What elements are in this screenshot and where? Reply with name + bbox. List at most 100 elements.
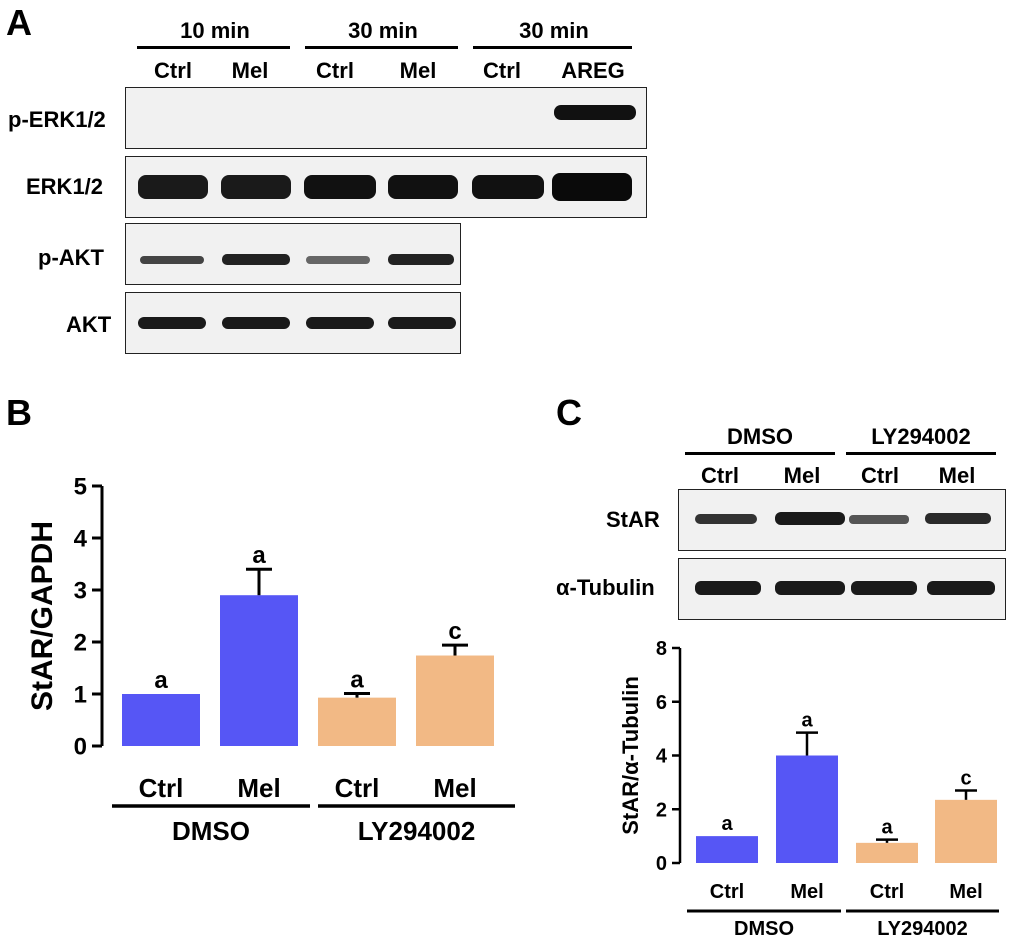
category-label: Ctrl	[710, 881, 744, 903]
group-header-30min: 30 min	[348, 18, 418, 43]
band	[925, 513, 991, 524]
lane-label: AREG	[561, 58, 625, 83]
bar	[856, 842, 918, 863]
group-header-10min: 10 min	[180, 18, 250, 43]
y-tick-label: 5	[74, 473, 87, 500]
group-underline	[846, 452, 996, 455]
band	[306, 256, 370, 264]
chart-b: 0 1 2 3 4 5 StAR/GAPDH a Ctrl a Mel a Ctrl c Mel DMSO LY…	[26, 473, 515, 846]
group-underline	[305, 46, 458, 49]
lane-label: Ctrl	[861, 463, 899, 488]
blot-p-erk	[125, 87, 647, 149]
significance-letter: c	[448, 618, 461, 645]
y-axis-label: StAR/α-Tubulin	[618, 676, 643, 835]
group-header-30min-areg: 30 min	[519, 18, 589, 43]
group-header-ly294002: LY294002	[871, 424, 971, 449]
group-underline	[473, 46, 632, 49]
y-tick-label: 0	[656, 853, 667, 875]
band	[552, 173, 632, 201]
y-tick-label: 4	[74, 525, 88, 552]
lane-label: Ctrl	[316, 58, 354, 83]
lane-label: Mel	[938, 463, 976, 488]
bar	[935, 799, 997, 863]
category-label: Mel	[949, 881, 982, 903]
category-label: Ctrl	[139, 773, 184, 803]
row-label-tubulin: α-Tubulin	[556, 575, 655, 600]
band	[388, 254, 454, 265]
row-label-p-erk: p-ERK1/2	[8, 107, 106, 132]
panel-b-letter: B	[6, 392, 32, 433]
group-header-dmso: DMSO	[727, 424, 793, 449]
band	[775, 512, 845, 525]
bar	[122, 694, 200, 746]
row-label-akt: AKT	[66, 312, 112, 337]
blot-tubulin	[678, 558, 1006, 620]
group-label: DMSO	[172, 816, 250, 846]
significance-letter: a	[801, 710, 813, 732]
y-tick-label: 1	[74, 681, 87, 708]
y-tick-label: 2	[74, 629, 87, 656]
band	[927, 581, 995, 595]
bar	[318, 697, 396, 746]
band	[695, 581, 761, 595]
band	[851, 581, 917, 595]
group-label: LY294002	[358, 816, 476, 846]
bar	[220, 595, 298, 746]
significance-letter: a	[350, 666, 364, 693]
significance-letter: a	[721, 813, 733, 835]
bar	[696, 836, 758, 863]
category-label: Ctrl	[335, 773, 380, 803]
y-tick-label: 3	[74, 577, 87, 604]
panel-a-letter: A	[6, 2, 32, 43]
band	[138, 317, 206, 329]
band	[221, 175, 291, 199]
band	[222, 317, 290, 329]
group-label: LY294002	[877, 918, 967, 940]
y-tick-label: 4	[656, 746, 668, 768]
y-axis-label: StAR/GAPDH	[26, 521, 59, 711]
significance-letter: c	[960, 767, 971, 789]
blot-p-akt	[125, 223, 461, 285]
group-underline	[685, 452, 835, 455]
blot-star	[678, 489, 1006, 551]
band	[304, 175, 376, 199]
y-tick-label: 2	[656, 799, 667, 821]
significance-letter: a	[252, 542, 266, 569]
band	[388, 317, 456, 329]
panel-c-letter: C	[556, 392, 582, 433]
significance-letter: a	[154, 667, 168, 694]
band	[222, 254, 290, 265]
y-tick-label: 6	[656, 692, 667, 714]
group-underline	[137, 46, 290, 49]
lane-label: Mel	[231, 58, 269, 83]
chart-c: 0 2 4 6 8 StAR/α-Tubulin a Ctrl a Mel a Ctrl c Mel DMS…	[618, 638, 999, 940]
lane-label: Mel	[783, 463, 821, 488]
lane-label: Mel	[399, 58, 437, 83]
band	[140, 256, 204, 264]
lane-label: Ctrl	[154, 58, 192, 83]
band	[138, 175, 208, 199]
y-tick-label: 8	[656, 638, 667, 660]
bar	[416, 655, 494, 746]
significance-letter: a	[881, 817, 893, 839]
group-label: DMSO	[734, 918, 794, 940]
category-label: Mel	[790, 881, 823, 903]
row-label-erk: ERK1/2	[26, 174, 104, 199]
category-label: Mel	[237, 773, 280, 803]
band	[554, 105, 636, 120]
band	[306, 317, 374, 329]
band	[849, 515, 909, 524]
band	[388, 175, 458, 199]
bar	[776, 755, 838, 863]
band	[472, 175, 544, 199]
row-label-p-akt: p-AKT	[38, 245, 104, 270]
lane-label: Ctrl	[701, 463, 739, 488]
band	[775, 581, 845, 595]
category-label: Ctrl	[870, 881, 904, 903]
blot-erk	[125, 156, 647, 218]
category-label: Mel	[433, 773, 476, 803]
row-label-star: StAR	[606, 507, 660, 532]
blot-akt	[125, 292, 461, 354]
y-tick-label: 0	[74, 733, 87, 760]
band	[695, 514, 757, 524]
